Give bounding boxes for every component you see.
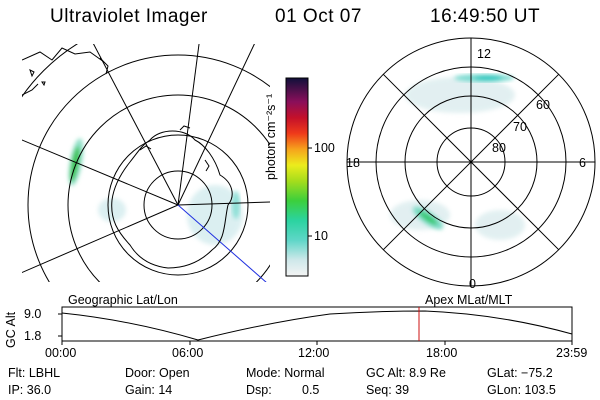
status-filter: Flt: LBHL <box>8 366 61 380</box>
oval-emission-top <box>454 74 514 82</box>
instrument-title: Ultraviolet Imager <box>50 6 208 27</box>
observation-time: 16:49:50 UT <box>430 6 541 27</box>
colorbar-tick-100: 100 <box>314 141 335 155</box>
dim-emission-field <box>98 185 243 245</box>
orbit-altitude-curve <box>61 310 573 341</box>
mlt-label-6: 6 <box>579 156 586 170</box>
latitude-circles <box>22 44 270 282</box>
sun-direction-line <box>177 204 267 282</box>
status-glat: GLat: −75.2 <box>487 366 553 380</box>
status-gain: Gain: 14 <box>125 383 173 397</box>
timeline-x-tick-1800: 18:00 <box>426 346 458 360</box>
auroral-arc-right <box>232 191 240 219</box>
colorbar-tick-10: 10 <box>314 229 328 243</box>
colorbar <box>285 77 312 277</box>
mlt-label-0: 0 <box>469 277 476 291</box>
continent-edges <box>22 47 109 96</box>
timeline-right-title: Apex MLat/MLT <box>425 293 513 307</box>
mlat-label-80: 80 <box>492 141 506 155</box>
timeline-left-title: Geographic Lat/Lon <box>68 293 178 307</box>
status-dsp-value: 0.5 <box>302 383 320 397</box>
status-door: Door: Open <box>125 366 190 380</box>
timeline-y-tick-9: 9.0 <box>24 307 42 321</box>
mlt-label-12: 12 <box>477 47 491 61</box>
timeline-y-tick-1-8: 1.8 <box>24 329 42 343</box>
altitude-timeline <box>58 306 573 345</box>
status-gc-alt: GC Alt: 8.9 Re <box>366 366 446 380</box>
mlat-label-60: 60 <box>536 98 550 112</box>
timeline-x-tick-0000: 00:00 <box>45 346 77 360</box>
timeline-x-tick-0600: 06:00 <box>172 346 204 360</box>
status-ip: IP: 36.0 <box>8 383 52 397</box>
colorbar-unit: photon cm⁻²s⁻¹ <box>264 93 278 180</box>
status-glon: GLon: 103.5 <box>487 383 556 397</box>
antarctica-coastline <box>111 130 233 269</box>
timeline-x-tick-1200: 12:00 <box>298 346 330 360</box>
observation-date: 01 Oct 07 <box>275 6 362 27</box>
polar-plot <box>346 37 596 287</box>
geographic-map <box>22 44 270 282</box>
longitude-lines <box>22 44 270 274</box>
status-seq: Seq: 39 <box>366 383 410 397</box>
mlt-label-18: 18 <box>346 156 360 170</box>
status-mode: Mode: Normal <box>246 366 325 380</box>
mlat-label-70: 70 <box>513 120 527 134</box>
timeline-y-label: GC Alt <box>4 311 18 348</box>
status-dsp-label: Dsp: <box>246 383 272 397</box>
timeline-x-tick-2359: 23:59 <box>556 346 588 360</box>
